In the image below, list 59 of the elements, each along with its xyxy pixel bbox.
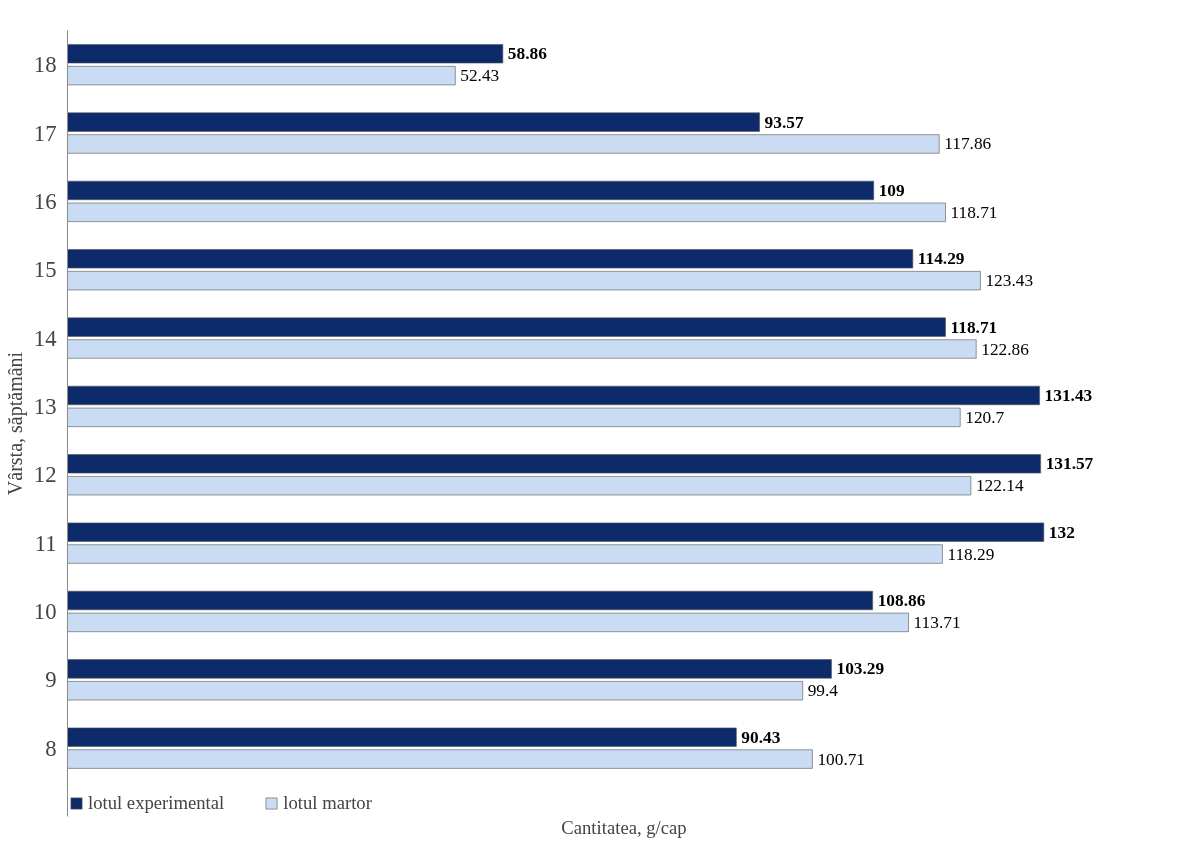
bar [67,749,813,769]
data-label: 58.86 [507,44,548,64]
data-label: 131.43 [1044,385,1093,405]
data-label: 117.86 [944,134,992,154]
y-tick-label: 15 [33,257,57,283]
data-label: 118.71 [950,317,998,337]
y-axis-title: Vârsta, săptămâni [3,351,27,496]
data-label: 93.57 [764,112,804,132]
legend-label: lotul experimental [88,792,225,814]
y-tick-label: 16 [33,188,57,214]
y-tick-label: 10 [33,598,57,624]
bar [67,407,961,427]
data-label: 123.43 [985,271,1034,291]
bar [67,590,873,611]
y-tick-label: 18 [33,52,57,78]
bar [67,44,504,64]
bar [67,112,760,132]
y-tick-label: 13 [33,393,57,419]
bar [67,727,737,747]
bar [67,681,803,701]
data-label: 108.86 [877,591,926,611]
bar [67,180,874,201]
bar [67,659,832,679]
data-label: 99.4 [807,681,839,701]
bar [67,612,909,632]
y-tick-label: 12 [33,462,57,488]
data-label: 122.14 [975,476,1024,496]
bar [67,544,943,564]
data-label: 103.29 [836,659,885,679]
data-label: 90.43 [741,727,781,747]
data-label: 118.71 [950,202,998,222]
bar [67,202,946,222]
bar [67,339,977,359]
bar [67,385,1040,406]
data-label: 109 [878,180,906,200]
bar [67,317,946,337]
y-tick-label: 11 [34,530,57,556]
data-label: 114.29 [917,249,965,269]
bar [67,454,1041,474]
y-tick-label: 17 [33,120,57,146]
data-label: 132 [1048,522,1075,542]
bar [67,271,981,291]
bar [67,522,1045,542]
bar [67,476,972,496]
y-tick-label: 9 [45,667,57,693]
data-label: 120.7 [965,407,1005,427]
bar [67,249,914,269]
data-label: 100.71 [817,749,866,769]
data-label: 113.71 [913,612,961,632]
data-label: 122.86 [981,339,1030,359]
data-label: 118.29 [947,544,995,564]
y-tick-label: 8 [45,735,57,761]
y-tick-label: 14 [33,325,57,351]
legend-label: lotul martor [283,792,372,814]
bar [67,134,940,154]
x-axis-title: Cantitatea, g/cap [561,816,687,838]
data-label: 131.57 [1045,454,1094,474]
bar [67,66,456,86]
data-label: 52.43 [460,66,500,86]
